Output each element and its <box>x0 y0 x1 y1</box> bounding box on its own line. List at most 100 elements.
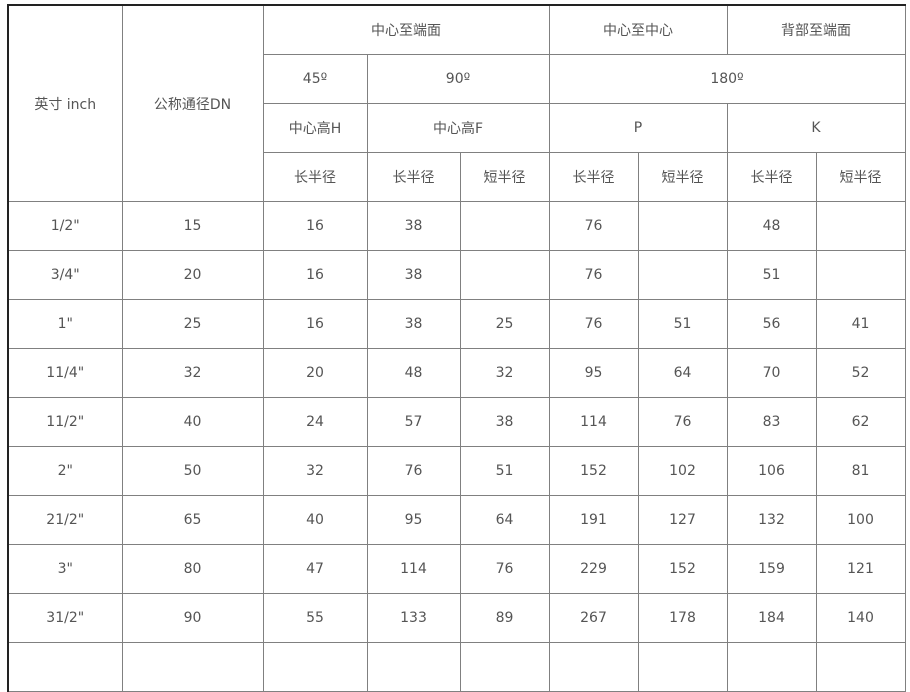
table-cell: 76 <box>459 544 550 594</box>
table-cell: 121 <box>815 544 906 594</box>
table-cell: 40 <box>121 397 264 447</box>
table-row: 1" 25 16 38 25 76 51 56 41 <box>7 299 906 349</box>
table-cell <box>262 642 368 692</box>
table-cell: 20 <box>121 250 264 300</box>
table-cell: 95 <box>366 495 461 545</box>
table-cell: 11/2" <box>7 397 123 447</box>
header-90deg: 90º <box>366 54 550 104</box>
table-cell: 90 <box>121 593 264 643</box>
table-cell: 100 <box>815 495 906 545</box>
table-cell: 52 <box>815 348 906 398</box>
header-45deg: 45º <box>262 54 368 104</box>
header-long-radius: 长半径 <box>366 152 461 202</box>
table-cell: 65 <box>121 495 264 545</box>
table-cell <box>637 642 728 692</box>
table-cell <box>459 201 550 251</box>
table-cell <box>815 642 906 692</box>
table-cell: 11/4" <box>7 348 123 398</box>
table-row: 3/4" 20 16 38 76 51 <box>7 250 906 300</box>
table-cell: 38 <box>459 397 550 447</box>
table-row: 31/2" 90 55 133 89 267 178 184 140 <box>7 593 906 643</box>
table-cell: 21/2" <box>7 495 123 545</box>
table-cell: 133 <box>366 593 461 643</box>
table-cell: 152 <box>548 446 639 496</box>
table-cell <box>637 250 728 300</box>
table-cell: 1/2" <box>7 201 123 251</box>
header-long-radius: 长半径 <box>726 152 817 202</box>
table-cell: 114 <box>548 397 639 447</box>
header-short-radius: 短半径 <box>459 152 550 202</box>
table-row: 2" 50 32 76 51 152 102 106 81 <box>7 446 906 496</box>
header-center-to-center: 中心至中心 <box>548 4 728 55</box>
header-dn: 公称通径DN <box>121 4 264 202</box>
header-inch: 英寸 inch <box>7 4 123 202</box>
table-cell: 76 <box>366 446 461 496</box>
header-center-h: 中心高H <box>262 103 368 153</box>
table-cell <box>459 250 550 300</box>
table-cell: 132 <box>726 495 817 545</box>
table-cell: 76 <box>548 250 639 300</box>
table-row: 21/2" 65 40 95 64 191 127 132 100 <box>7 495 906 545</box>
table-cell: 48 <box>366 348 461 398</box>
table-cell <box>121 642 264 692</box>
header-p: P <box>548 103 728 153</box>
table-cell: 38 <box>366 299 461 349</box>
table-cell: 76 <box>548 201 639 251</box>
table-cell: 2" <box>7 446 123 496</box>
table-cell: 51 <box>726 250 817 300</box>
table-cell: 31/2" <box>7 593 123 643</box>
table-cell: 3" <box>7 544 123 594</box>
table-row: 3" 80 47 114 76 229 152 159 121 <box>7 544 906 594</box>
table-cell <box>726 642 817 692</box>
table-cell <box>7 642 123 692</box>
table-cell: 56 <box>726 299 817 349</box>
table-cell: 41 <box>815 299 906 349</box>
table-cell: 32 <box>459 348 550 398</box>
table-cell: 62 <box>815 397 906 447</box>
table-cell: 191 <box>548 495 639 545</box>
table-cell: 1" <box>7 299 123 349</box>
table-cell: 127 <box>637 495 728 545</box>
table-row <box>7 642 906 692</box>
header-short-radius: 短半径 <box>815 152 906 202</box>
table-cell <box>815 201 906 251</box>
table-cell: 267 <box>548 593 639 643</box>
table-cell: 114 <box>366 544 461 594</box>
table-cell: 38 <box>366 250 461 300</box>
table-cell: 55 <box>262 593 368 643</box>
table-cell: 25 <box>121 299 264 349</box>
table-row: 1/2" 15 16 38 76 48 <box>7 201 906 251</box>
table-cell: 3/4" <box>7 250 123 300</box>
table-cell: 83 <box>726 397 817 447</box>
table-cell: 184 <box>726 593 817 643</box>
table-cell: 140 <box>815 593 906 643</box>
table-cell: 32 <box>121 348 264 398</box>
header-center-f: 中心高F <box>366 103 550 153</box>
header-180deg: 180º <box>548 54 906 104</box>
table-cell: 38 <box>366 201 461 251</box>
header-long-radius: 长半径 <box>262 152 368 202</box>
table-cell: 89 <box>459 593 550 643</box>
table-cell <box>366 642 461 692</box>
table-cell <box>815 250 906 300</box>
table-cell: 64 <box>637 348 728 398</box>
header-center-to-end: 中心至端面 <box>262 4 550 55</box>
table-cell: 76 <box>637 397 728 447</box>
table-cell: 48 <box>726 201 817 251</box>
table-cell: 51 <box>637 299 728 349</box>
table-cell: 20 <box>262 348 368 398</box>
table-cell: 16 <box>262 250 368 300</box>
table-cell: 76 <box>548 299 639 349</box>
table-cell: 16 <box>262 201 368 251</box>
table-row: 11/4" 32 20 48 32 95 64 70 52 <box>7 348 906 398</box>
table-cell: 24 <box>262 397 368 447</box>
table-cell <box>459 642 550 692</box>
table-row: 11/2" 40 24 57 38 114 76 83 62 <box>7 397 906 447</box>
table-cell: 102 <box>637 446 728 496</box>
table-cell: 32 <box>262 446 368 496</box>
table-cell: 47 <box>262 544 368 594</box>
header-short-radius: 短半径 <box>637 152 728 202</box>
table-cell: 50 <box>121 446 264 496</box>
table-cell: 40 <box>262 495 368 545</box>
table-cell: 51 <box>459 446 550 496</box>
